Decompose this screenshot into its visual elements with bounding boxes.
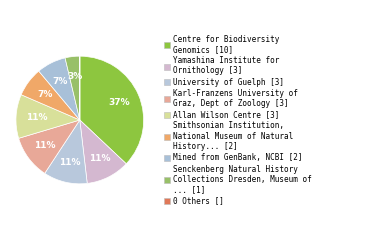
Text: 3%: 3% xyxy=(67,72,82,81)
Wedge shape xyxy=(19,120,80,173)
Text: 11%: 11% xyxy=(26,113,47,122)
Wedge shape xyxy=(45,120,87,184)
Text: 37%: 37% xyxy=(109,98,130,107)
Wedge shape xyxy=(65,56,80,120)
Wedge shape xyxy=(39,58,80,120)
Wedge shape xyxy=(80,56,144,164)
Text: 7%: 7% xyxy=(52,77,68,86)
Text: 11%: 11% xyxy=(59,158,81,167)
Text: 11%: 11% xyxy=(89,154,110,163)
Text: 7%: 7% xyxy=(37,90,53,99)
Wedge shape xyxy=(21,71,80,120)
Wedge shape xyxy=(16,95,80,138)
Wedge shape xyxy=(80,120,126,183)
Text: 11%: 11% xyxy=(34,141,56,150)
Legend: Centre for Biodiversity
Genomics [10], Yamashina Institute for
Ornithology [3], : Centre for Biodiversity Genomics [10], Y… xyxy=(163,34,313,206)
